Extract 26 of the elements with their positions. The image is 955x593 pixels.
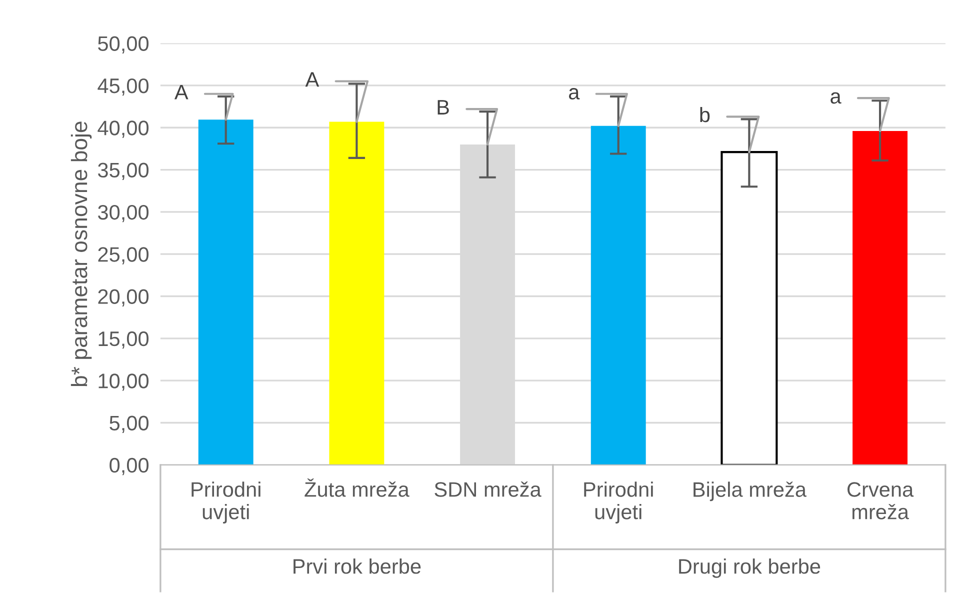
y-tick-label: 45,00 — [98, 78, 149, 96]
y-tick-label: 50,00 — [98, 36, 149, 54]
y-tick-label: 40,00 — [98, 120, 149, 138]
y-tick-label: 35,00 — [98, 162, 149, 180]
y-tick-label: 5,00 — [110, 416, 149, 433]
data-label: a — [830, 92, 842, 104]
y-tick-label: 15,00 — [98, 331, 149, 349]
x-tick-label: Žuta mreža — [304, 478, 410, 497]
data-label: A — [174, 84, 188, 100]
y-tick-label: 30,00 — [98, 204, 149, 222]
text: Drugi rok berbe — [679, 558, 820, 578]
text: Prvi rok berbe — [294, 558, 421, 574]
x-tick-label: SDN mreža — [434, 482, 542, 497]
data-label: B — [438, 100, 449, 114]
data-label: A — [305, 72, 320, 87]
x-tick-label: Bijela mreža — [694, 482, 807, 502]
y-axis-title: b* parametar osnovne boje — [70, 122, 92, 386]
data-label: b — [700, 106, 710, 122]
y-tick-label: 25,00 — [98, 247, 149, 264]
y-tick-label: 10,00 — [98, 374, 149, 391]
x-tick-label: Prirodni uvjeti — [584, 482, 653, 524]
data-label: a — [568, 88, 580, 100]
y-tick-label: 0,00 — [110, 458, 149, 476]
x-tick-label: Prirodni uvjeti — [192, 482, 260, 524]
y-tick-label: 20,00 — [98, 289, 149, 306]
x-tick-label: Crvena mreža — [848, 482, 914, 520]
